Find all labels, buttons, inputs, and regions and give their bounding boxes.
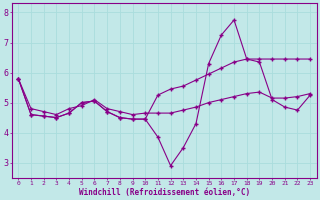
X-axis label: Windchill (Refroidissement éolien,°C): Windchill (Refroidissement éolien,°C) [79,188,250,197]
